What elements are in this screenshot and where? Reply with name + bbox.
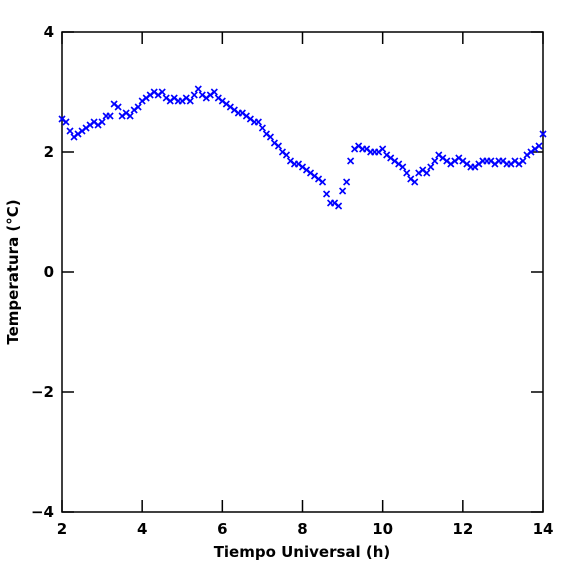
y-tick-label: 0 [44, 263, 54, 281]
data-point [282, 151, 291, 159]
data-point [126, 112, 134, 120]
data-point [318, 178, 327, 186]
data-point [335, 202, 343, 210]
data-point [423, 169, 431, 177]
plot-frame [61, 31, 544, 513]
data-point [190, 91, 198, 99]
x-tick-label: 14 [533, 520, 554, 538]
data-point [158, 88, 166, 96]
y-tick-label: 2 [44, 143, 54, 161]
data-point [539, 130, 547, 138]
data-point [266, 133, 274, 141]
data-point [274, 142, 283, 150]
data-point [106, 112, 114, 120]
data-point [62, 118, 70, 126]
data-point [114, 103, 122, 111]
data-point [343, 178, 351, 186]
y-axis-label: Temperatura (°C) [4, 199, 22, 344]
data-point [411, 178, 419, 186]
y-tick-label: −2 [31, 383, 54, 401]
data-point [347, 157, 355, 165]
data-point [254, 118, 262, 126]
data-point [339, 187, 347, 195]
x-axis-label: Tiempo Universal (h) [214, 543, 391, 561]
x-tick-label: 8 [297, 520, 307, 538]
x-tick-label: 10 [372, 520, 393, 538]
data-point [322, 190, 331, 198]
data-point [403, 169, 411, 177]
data-point [399, 163, 407, 171]
data-point [431, 157, 439, 165]
data-point [186, 97, 194, 105]
data-point [98, 118, 106, 126]
data-point [66, 127, 74, 135]
data-point [379, 145, 387, 153]
x-tick-label: 6 [217, 520, 227, 538]
data-point [210, 88, 218, 96]
x-tick-label: 12 [452, 520, 473, 538]
data-point [535, 142, 543, 150]
data-point [427, 163, 435, 171]
y-tick-label: 4 [44, 23, 54, 41]
x-tick-label: 4 [137, 520, 147, 538]
x-tick-label: 2 [57, 520, 67, 538]
y-tick-label: −4 [31, 503, 54, 521]
data-point [258, 124, 266, 132]
data-point [134, 103, 142, 111]
data-point [194, 85, 202, 93]
data-point [519, 157, 527, 165]
